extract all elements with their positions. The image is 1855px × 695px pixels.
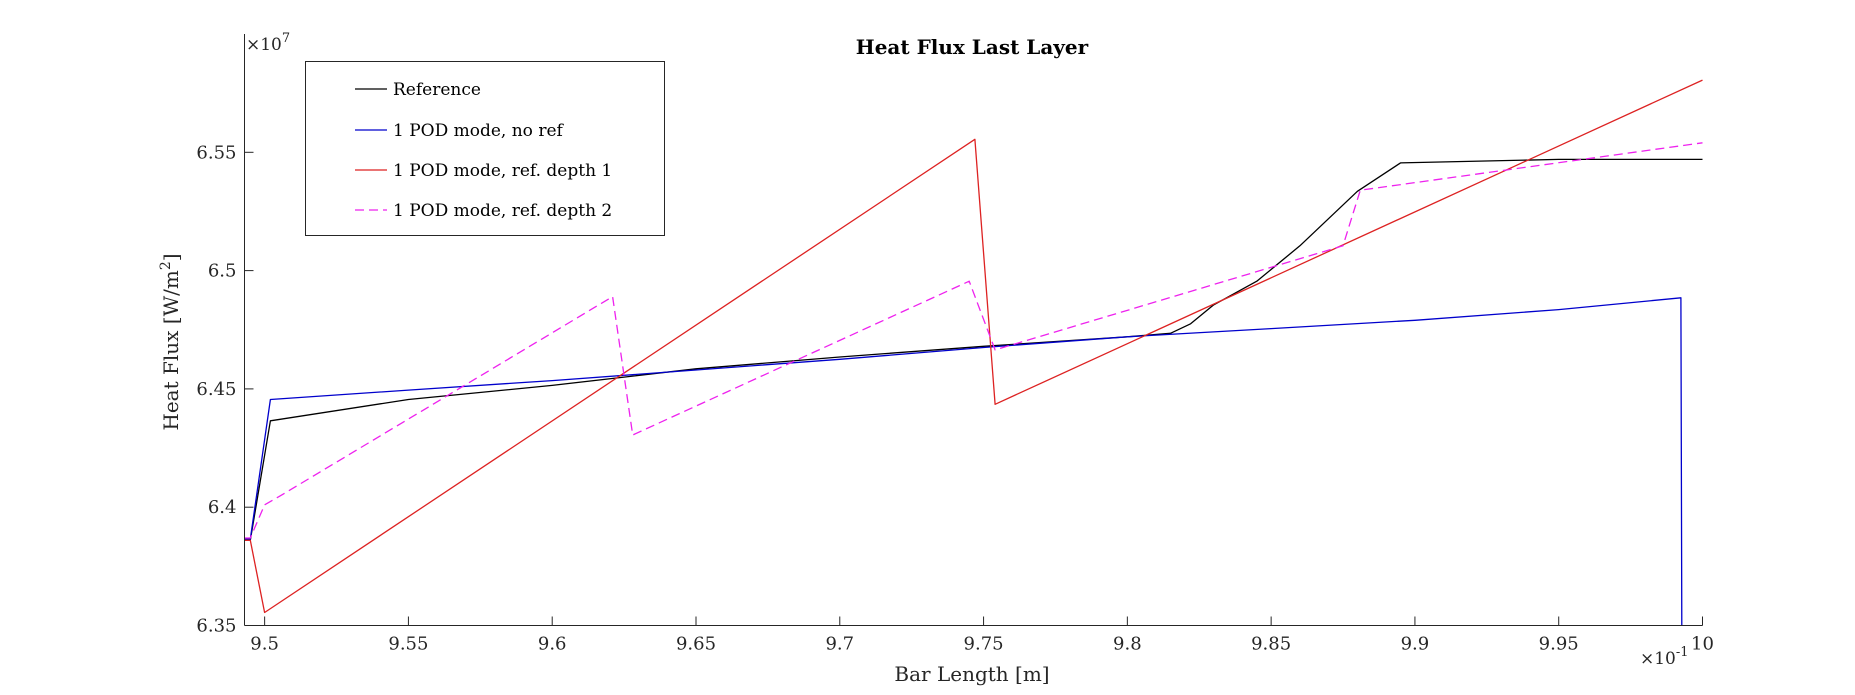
x-tick-label: 9.95 — [1539, 634, 1579, 655]
y-axis-ticks: 6.35 6.4 6.45 6.5 6.55 — [196, 142, 254, 637]
x-tick-label: 9.7 — [825, 634, 854, 655]
y-tick-label: 6.4 — [208, 497, 237, 518]
x-tick-label: 9.5 — [250, 634, 279, 655]
legend-box — [305, 61, 665, 236]
x-axis-ticks: 9.5 9.55 9.6 9.65 9.7 9.75 9.8 9.85 9.9 9.95 10 — [250, 616, 1714, 655]
x-tick-label: 9.6 — [538, 634, 567, 655]
legend: Reference 1 POD mode, no ref 1 POD mode, r… — [305, 61, 665, 236]
legend-items: Reference 1 POD mode, no ref 1 POD mode, r… — [355, 80, 612, 221]
y-tick-label: 6.5 — [208, 261, 237, 282]
series-line-2 — [244, 297, 1683, 626]
y-axis-exponent: ×107 — [246, 31, 290, 55]
y-tick-label: 6.35 — [196, 616, 236, 637]
x-tick-label: 9.55 — [388, 634, 428, 655]
legend-label: 1 POD mode, ref. depth 2 — [393, 201, 612, 221]
y-exponent-power: 7 — [282, 31, 290, 46]
y-label-end: ] — [159, 253, 183, 261]
y-tick-label: 6.55 — [196, 142, 236, 163]
x-tick-label: 9.8 — [1113, 634, 1142, 655]
x-tick-label: 10 — [1691, 634, 1714, 655]
series-line-4 — [244, 142, 1703, 539]
y-axis-label: Heat Flux [W/m2] — [158, 253, 183, 430]
legend-label: 1 POD mode, ref. depth 1 — [393, 161, 612, 181]
y-label-sup: 2 — [158, 261, 174, 270]
x-tick-label: 9.65 — [676, 634, 716, 655]
legend-label: Reference — [393, 80, 481, 100]
series-lines — [244, 79, 1703, 626]
y-tick-label: 6.45 — [196, 379, 236, 400]
x-exponent-base: ×10 — [1640, 649, 1676, 669]
x-tick-label: 9.85 — [1251, 634, 1291, 655]
x-tick-label: 9.75 — [964, 634, 1004, 655]
x-tick-label: 9.9 — [1401, 634, 1430, 655]
x-exponent-power: -1 — [1676, 645, 1689, 660]
y-label-main: Heat Flux [W/m — [159, 270, 183, 430]
y-exponent-base: ×10 — [246, 35, 282, 55]
legend-label: 1 POD mode, no ref — [393, 121, 565, 141]
chart-title: Heat Flux Last Layer — [856, 35, 1089, 59]
x-axis-exponent: ×10-1 — [1640, 645, 1689, 669]
x-axis-label: Bar Length [m] — [894, 662, 1049, 686]
series-line-3 — [244, 79, 1703, 614]
